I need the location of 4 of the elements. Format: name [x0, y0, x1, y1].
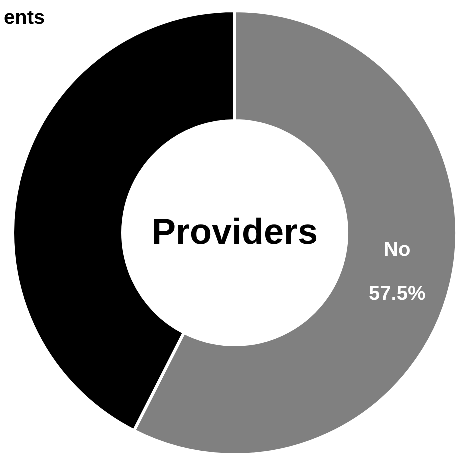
slice-label: No [384, 238, 411, 261]
data-label: 57.5% [369, 282, 426, 305]
text: ents [4, 7, 46, 29]
text: Providers [152, 211, 318, 252]
